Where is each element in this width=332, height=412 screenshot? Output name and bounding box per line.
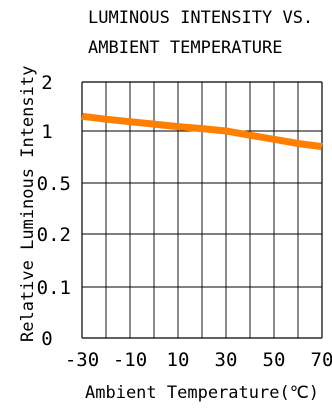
x-tick-label: 30 (215, 349, 238, 371)
chart-series (81, 112, 323, 151)
x-tick-label: 10 (167, 349, 190, 371)
y-axis-label: Relative Luminous Intensity (18, 66, 38, 342)
chart-title-line-2: AMBIENT TEMPERATURE (88, 38, 282, 58)
y-tick-labels: 0 0.1 0.2 0.5 1 2 (37, 72, 71, 350)
y-tick-label: 0.2 (37, 224, 71, 246)
chart-title-line-1: LUMINOUS INTENSITY VS. (88, 8, 313, 28)
x-tick-label: -10 (113, 349, 147, 371)
x-tick-labels: -30 -10 10 30 50 70 (65, 349, 332, 371)
y-tick-label: 0 (41, 328, 52, 350)
y-tick-label: 2 (41, 72, 52, 94)
x-axis-label: Ambient Temperature(℃) (85, 383, 319, 403)
y-tick-label: 0.1 (37, 277, 71, 299)
y-tick-label: 1 (41, 121, 52, 143)
x-tick-label: -30 (65, 349, 99, 371)
series-line (81, 112, 323, 151)
chart-grid (81, 81, 323, 339)
x-tick-label: 50 (263, 349, 286, 371)
y-tick-label: 0.5 (37, 173, 71, 195)
x-tick-label: 70 (311, 349, 332, 371)
